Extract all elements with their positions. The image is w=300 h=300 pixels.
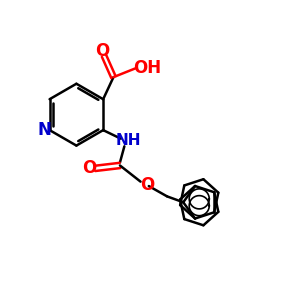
Text: O: O <box>82 159 96 177</box>
Text: N: N <box>38 121 51 139</box>
Text: O: O <box>95 42 110 60</box>
Text: NH: NH <box>115 133 141 148</box>
Text: O: O <box>140 176 154 194</box>
Text: OH: OH <box>133 59 161 77</box>
